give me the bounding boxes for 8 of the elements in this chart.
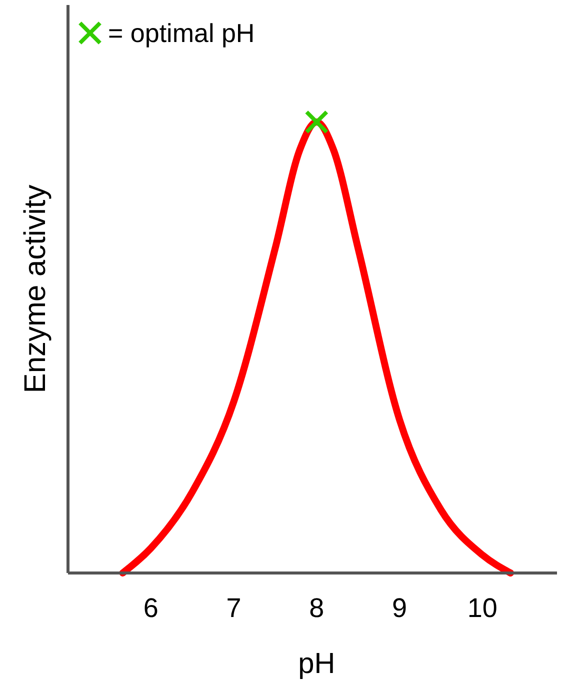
x-tick-label: 8: [309, 593, 324, 623]
x-axis-title: pH: [298, 648, 336, 680]
y-axis-title: Enzyme activity: [19, 184, 52, 394]
x-tick-label: 10: [467, 593, 498, 623]
x-tick-label: 7: [226, 593, 242, 623]
x-tick-label: 6: [143, 593, 158, 623]
x-tick-label: 9: [392, 593, 408, 623]
legend-label: = optimal pH: [108, 18, 255, 48]
